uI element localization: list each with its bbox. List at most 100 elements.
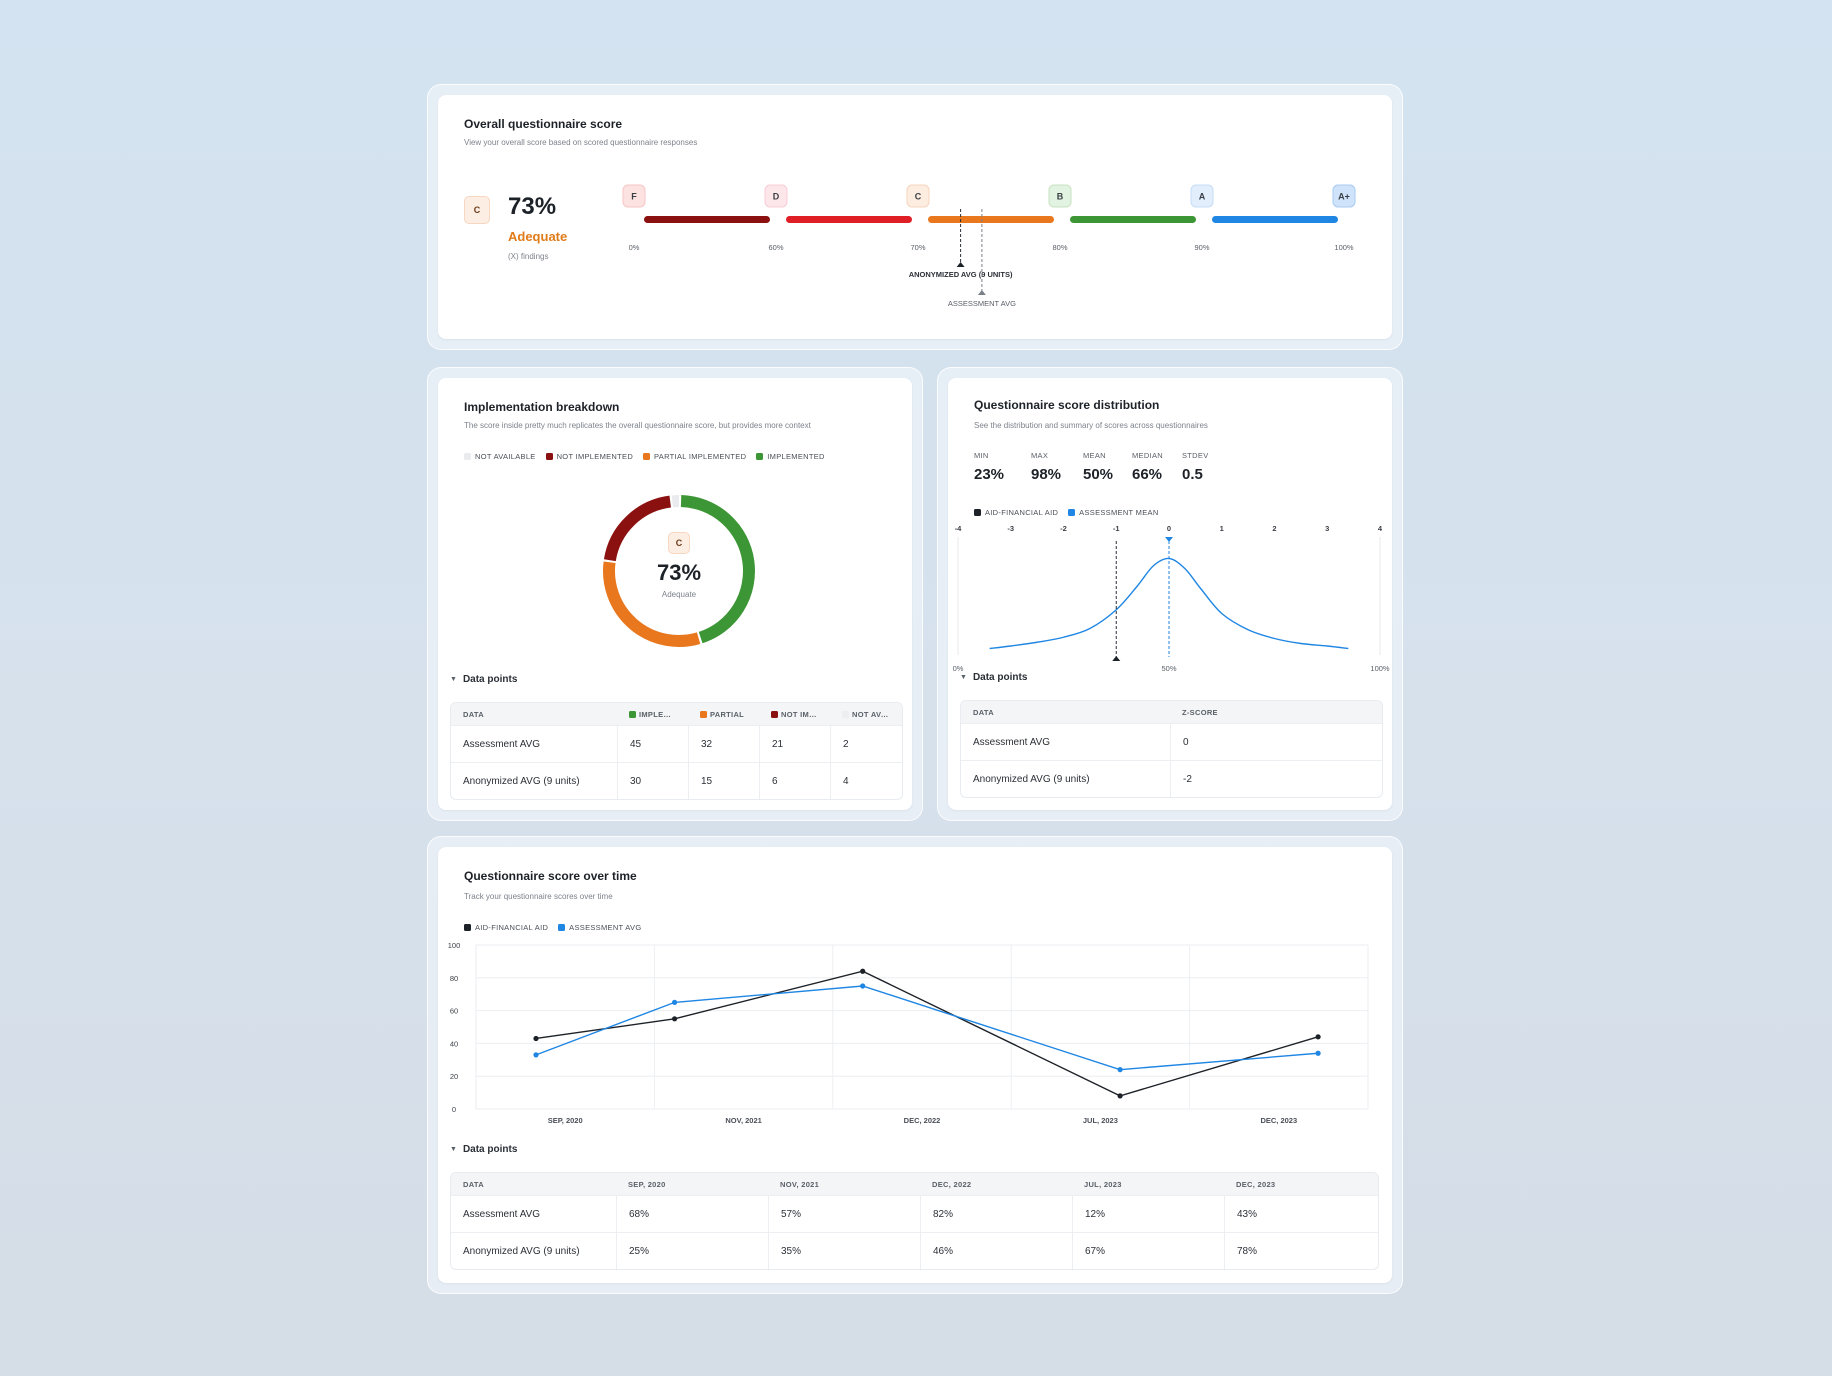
legend-not-available: NOT AVAILABLE <box>464 452 536 461</box>
x-tick-label: JUL, 2023 <box>1083 1116 1118 1125</box>
distribution-card: Questionnaire score distribution See the… <box>948 378 1392 810</box>
over-time-legend: AID-FINANCIAL AID ASSESSMENT AVG <box>464 923 641 932</box>
datapoints-label: Data points <box>972 672 1028 683</box>
donut-score: 73% <box>656 560 702 585</box>
z-tick-label: 0 <box>1167 524 1171 533</box>
donut-segment-partial-implemented <box>603 561 701 647</box>
col-partial[interactable]: PARTIAL <box>688 703 759 725</box>
col-not-available[interactable]: NOT AVA... <box>830 703 902 725</box>
implementation-datapoints-toggle[interactable]: ▼ Data points <box>450 674 517 685</box>
cell: Anonymized AVG (9 units) <box>451 762 617 799</box>
cell: -2 <box>1170 760 1382 797</box>
scale-tick-label: 90% <box>1194 243 1209 252</box>
aid-financial-aid-marker-arrow <box>1112 656 1121 661</box>
implementation-panel: Implementation breakdown The score insid… <box>427 367 923 821</box>
cell: 35% <box>768 1232 920 1269</box>
cell: 30 <box>617 762 688 799</box>
col-data[interactable]: DATA <box>451 703 617 725</box>
scale-grade-label: B <box>1057 192 1064 202</box>
legend-aid-financial-aid: AID-FINANCIAL AID <box>464 923 548 932</box>
stat-stdev: STDEV 0.5 <box>1182 451 1209 483</box>
cell: Assessment AVG <box>961 723 1170 760</box>
over-time-datapoints-toggle[interactable]: ▼ Data points <box>450 1144 517 1155</box>
table-row: Anonymized AVG (9 units) 30 15 6 4 <box>451 762 902 799</box>
z-tick-label: -1 <box>1113 524 1120 533</box>
col-jul-2023[interactable]: JUL, 2023 <box>1072 1173 1224 1195</box>
cell: 46% <box>920 1232 1072 1269</box>
table-row: Assessment AVG 45 32 21 2 <box>451 725 902 762</box>
z-tick-label: 2 <box>1272 524 1276 533</box>
y-tick-label: 0 <box>452 1105 456 1114</box>
overall-findings: (X) findings <box>508 252 549 261</box>
col-not-implemented[interactable]: NOT IMP... <box>759 703 830 725</box>
overall-score-value: 73% <box>508 193 557 220</box>
col-sep-2020[interactable]: SEP, 2020 <box>616 1173 768 1195</box>
cell: 25% <box>616 1232 768 1269</box>
z-tick-label: 3 <box>1325 524 1329 533</box>
scale-grade-label: F <box>631 192 637 202</box>
scale-bar-A <box>1212 216 1338 223</box>
cell: 32 <box>688 725 759 762</box>
col-dec-2023[interactable]: DEC, 2023 <box>1224 1173 1378 1195</box>
series-point <box>860 968 866 974</box>
scale-tick-label: 60% <box>768 243 783 252</box>
z-tick-label: -3 <box>1007 524 1014 533</box>
scale-grade-label: D <box>773 192 780 202</box>
z-tick-label: 1 <box>1220 524 1224 533</box>
col-implemented[interactable]: IMPLEM... <box>617 703 688 725</box>
scale-grade-label: C <box>915 192 922 202</box>
cell: Anonymized AVG (9 units) <box>451 1232 616 1269</box>
implementation-title: Implementation breakdown <box>464 400 620 414</box>
distribution-table: DATA Z-SCORE Assessment AVG 0 Anonymized… <box>960 700 1383 798</box>
col-dec-2022[interactable]: DEC, 2022 <box>920 1173 1072 1195</box>
distribution-datapoints-toggle[interactable]: ▼ Data points <box>960 672 1027 683</box>
y-tick-label: 40 <box>450 1039 458 1048</box>
series-point <box>860 983 866 989</box>
col-nov-2021[interactable]: NOV, 2021 <box>768 1173 920 1195</box>
cell: 78% <box>1224 1232 1378 1269</box>
cell: Assessment AVG <box>451 1195 616 1232</box>
col-data[interactable]: DATA <box>451 1173 616 1195</box>
z-tick-label: -2 <box>1060 524 1067 533</box>
scale-tick-label: 100% <box>1334 243 1354 252</box>
overall-score-card: Overall questionnaire score View your ov… <box>438 95 1392 339</box>
col-data[interactable]: DATA <box>961 701 1170 723</box>
distribution-legend: AID-FINANCIAL AID ASSESSMENT MEAN <box>974 508 1159 517</box>
scale-grade-A+-badge <box>1332 184 1356 208</box>
table-row: Anonymized AVG (9 units) -2 <box>961 760 1382 797</box>
assessment-marker-label: ASSESSMENT AVG <box>948 299 1016 308</box>
implementation-card: Implementation breakdown The score insid… <box>438 378 912 810</box>
overall-title: Overall questionnaire score <box>464 117 623 131</box>
overall-rating: Adequate <box>508 229 568 244</box>
distribution-chart: -4 -3 -2 -1 0 1 2 3 4 0% 50% 100% <box>953 524 1390 673</box>
legend-not-implemented: NOT IMPLEMENTED <box>545 452 633 461</box>
distribution-panel: Questionnaire score distribution See the… <box>937 367 1403 821</box>
overall-subtitle: View your overall score based on scored … <box>464 138 698 147</box>
caret-down-icon: ▼ <box>960 674 967 681</box>
anonymized-marker-label: ANONYMIZED AVG (9 UNITS) <box>909 270 1013 279</box>
cell: Anonymized AVG (9 units) <box>961 760 1170 797</box>
col-z-score[interactable]: Z-SCORE <box>1170 701 1382 723</box>
scale-bar-D <box>786 216 912 223</box>
cell: 57% <box>768 1195 920 1232</box>
y-tick-label: 20 <box>450 1072 458 1081</box>
cell: 0 <box>1170 723 1382 760</box>
cell: 21 <box>759 725 830 762</box>
y-tick-label: 80 <box>450 974 458 983</box>
table-row: Assessment AVG 0 <box>961 723 1382 760</box>
over-time-title: Questionnaire score over time <box>464 869 637 883</box>
donut-segment-not-implemented <box>603 495 672 562</box>
cell: 15 <box>688 762 759 799</box>
series-point <box>1315 1034 1321 1040</box>
table-header-row: DATA IMPLEM... PARTIAL NOT IMP... NOT AV… <box>451 703 902 725</box>
grade-badge: C <box>464 196 490 224</box>
datapoints-label: Data points <box>462 1144 518 1155</box>
series-point <box>672 999 678 1005</box>
pct-tick-label: 50% <box>1161 664 1176 673</box>
series-line-assessment-avg <box>535 985 1319 1071</box>
cell: 67% <box>1072 1232 1224 1269</box>
over-time-card: Questionnaire score over time Track your… <box>438 847 1392 1283</box>
cell: 43% <box>1224 1195 1378 1232</box>
over-time-subtitle: Track your questionnaire scores over tim… <box>464 892 613 901</box>
table-header-row: DATA SEP, 2020 NOV, 2021 DEC, 2022 JUL, … <box>451 1173 1378 1195</box>
